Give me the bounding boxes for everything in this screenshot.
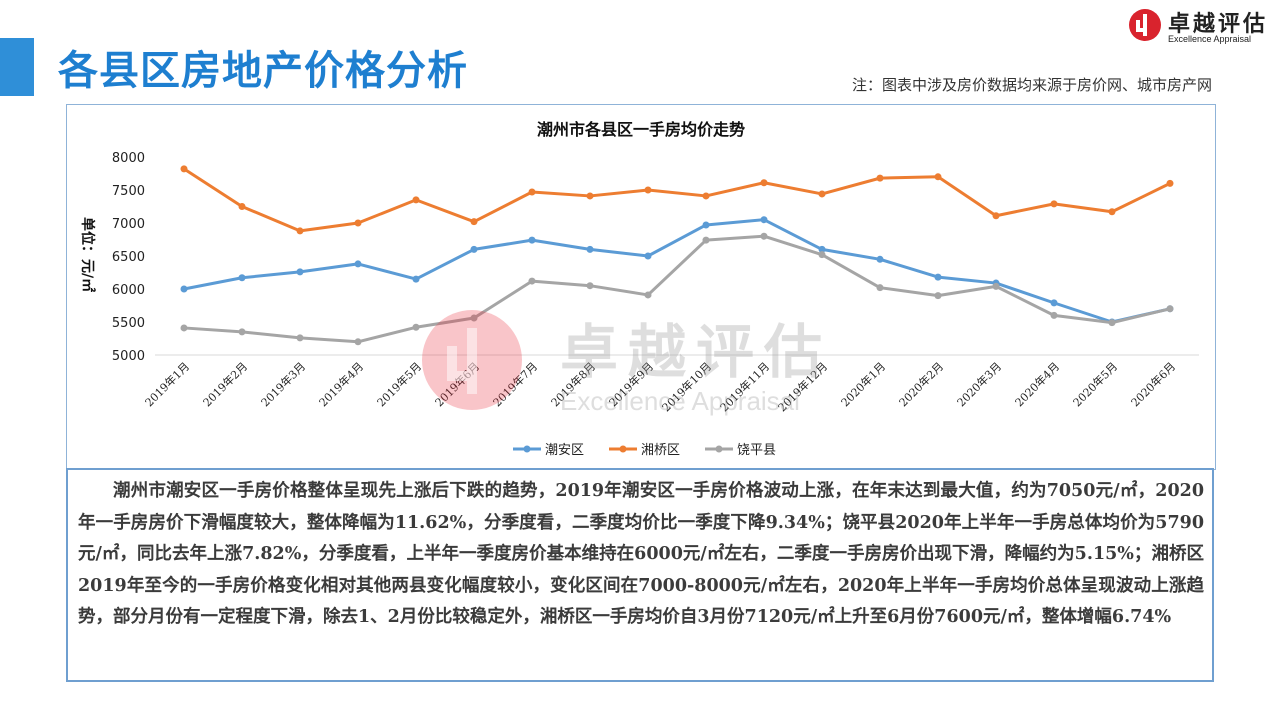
data-point <box>934 273 942 281</box>
data-point <box>470 245 478 253</box>
x-tick-label: 2019年7月 <box>490 359 540 409</box>
legend-marker <box>523 445 531 453</box>
data-point <box>586 192 594 200</box>
legend-label: 饶平县 <box>737 443 776 458</box>
data-point <box>992 212 1000 220</box>
x-tick-label: 2020年2月 <box>896 359 946 409</box>
data-point <box>934 292 942 300</box>
data-point <box>296 268 304 276</box>
data-point <box>1166 179 1174 187</box>
data-point <box>644 291 652 299</box>
data-point <box>760 179 768 187</box>
legend-marker <box>619 445 627 453</box>
data-point <box>818 190 826 198</box>
x-tick-label: 2019年5月 <box>374 359 424 409</box>
data-point <box>296 227 304 235</box>
analysis-text-box: 潮州市潮安区一手房价格整体呈现先上涨后下跌的趋势，2019年潮安区一手房价格波动… <box>66 468 1214 682</box>
data-point <box>934 173 942 181</box>
data-point <box>760 232 768 240</box>
chart-container: 潮州市各县区一手房均价走势 单位：元/㎡ 5000 5500 6000 6500 700… <box>66 104 1216 470</box>
data-point <box>586 282 594 290</box>
data-point <box>470 218 478 226</box>
logo-name: 卓越评估 <box>1168 12 1269 37</box>
x-tick-label: 2019年2月 <box>200 359 250 409</box>
title-accent-bar <box>0 38 34 96</box>
price-trend-chart: 潮州市各县区一手房均价走势 单位：元/㎡ 5000 5500 6000 6500 700… <box>79 120 1199 458</box>
y-tick-label: 8000 <box>112 151 145 166</box>
x-tick-label: 2019年8月 <box>548 359 598 409</box>
data-point <box>1050 311 1058 319</box>
x-tick-label: 2019年10月 <box>659 359 714 414</box>
y-tick-label: 6500 <box>112 250 145 265</box>
x-tick-label: 2019年3月 <box>258 359 308 409</box>
data-point <box>1108 319 1116 327</box>
series-line-3 <box>183 234 1171 344</box>
x-tick-label: 2019年6月 <box>432 359 482 409</box>
data-point <box>354 338 362 346</box>
legend-label: 潮安区 <box>545 443 584 458</box>
data-point <box>354 260 362 268</box>
data-point <box>180 285 188 293</box>
x-tick-label: 2020年6月 <box>1128 359 1178 409</box>
y-tick-label: 6000 <box>112 283 145 298</box>
legend-marker <box>715 445 723 453</box>
data-point <box>238 203 246 210</box>
y-axis-label: 单位：元/㎡ <box>79 217 96 292</box>
y-tick-label: 5500 <box>112 316 145 331</box>
data-point <box>818 251 826 259</box>
data-point <box>528 188 536 196</box>
x-tick-label: 2020年4月 <box>1012 359 1062 409</box>
data-point <box>180 165 188 173</box>
data-point <box>354 219 362 227</box>
series-line-2 <box>183 167 1171 233</box>
x-tick-label: 2019年9月 <box>606 359 656 409</box>
data-point <box>296 334 304 342</box>
x-tick-label: 2019年11月 <box>717 359 772 414</box>
x-tick-label: 2019年12月 <box>775 359 830 414</box>
data-point <box>876 284 884 292</box>
data-point <box>760 216 768 224</box>
data-source-note: 注：图表中涉及房价数据均来源于房价网、城市房产网 <box>851 76 1212 94</box>
data-point <box>1050 299 1058 307</box>
data-point <box>876 255 884 263</box>
data-point <box>528 277 536 285</box>
data-point <box>238 274 246 282</box>
data-point <box>702 236 710 244</box>
x-tick-label: 2020年5月 <box>1070 359 1120 409</box>
series-line-1 <box>183 218 1171 324</box>
y-tick-label: 5000 <box>112 349 145 364</box>
analysis-summary: 潮州市潮安区一手房价格整体呈现先上涨后下跌的趋势，2019年潮安区一手房价格波动… <box>78 481 1204 627</box>
data-point <box>876 174 884 182</box>
x-tick-label: 2020年1月 <box>838 359 888 409</box>
data-point <box>412 275 420 283</box>
y-tick-label: 7000 <box>112 217 145 232</box>
page-title: 各县区房地产价格分析 <box>58 48 468 94</box>
data-point <box>180 324 188 332</box>
logo-subtitle: Excellence Appraisal <box>1168 34 1252 44</box>
data-point <box>238 328 246 336</box>
data-point <box>1166 305 1174 313</box>
x-tick-label: 2019年4月 <box>316 359 366 409</box>
x-tick-label: 2019年1月 <box>142 359 192 409</box>
data-point <box>412 196 420 204</box>
data-point <box>586 245 594 253</box>
data-point <box>818 245 826 253</box>
data-point <box>644 186 652 194</box>
data-point <box>412 323 420 331</box>
data-point <box>644 252 652 260</box>
data-point <box>1108 208 1116 216</box>
company-logo: 卓越评估 Excellence Appraisal <box>1128 6 1274 46</box>
data-point <box>702 192 710 200</box>
data-point <box>702 221 710 229</box>
data-point <box>992 282 1000 290</box>
data-point <box>1050 200 1058 208</box>
logo-mark-icon <box>1129 9 1161 41</box>
data-point <box>528 236 536 244</box>
legend-label: 湘桥区 <box>641 443 680 458</box>
x-tick-label: 2020年3月 <box>954 359 1004 409</box>
y-tick-label: 7500 <box>112 184 145 199</box>
data-point <box>470 314 478 322</box>
chart-title: 潮州市各县区一手房均价走势 <box>537 120 745 139</box>
